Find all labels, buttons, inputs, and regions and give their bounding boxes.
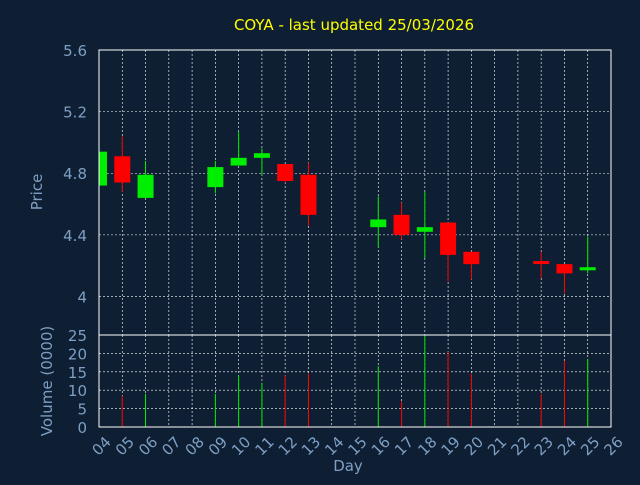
volume-y-tick-label: 20 [68,345,87,363]
candle-body [416,227,433,232]
candle-body [99,151,107,186]
candle-body [300,174,317,215]
candle [463,251,480,280]
candle [207,160,224,194]
volume-y-tick-label: 5 [77,401,87,419]
candle-body [579,267,596,271]
candle-body [253,153,270,158]
candle [556,264,573,294]
candle [579,236,596,274]
candle-body [556,264,573,274]
candle-body [207,167,224,188]
candle [416,191,433,258]
price-y-tick-label: 4.4 [63,227,87,245]
candle-body [277,164,294,181]
candle-body [230,157,247,166]
chart-title: COYA - last updated 25/03/2026 [234,16,474,34]
volume-y-tick-label: 25 [68,327,87,345]
candle [98,151,107,186]
price-axis-label: Price [28,174,46,211]
volume-y-tick-label: 10 [68,382,87,400]
candle-body [533,261,550,265]
candle-body [114,156,131,183]
candle [114,136,131,192]
volume-axis-label: Volume (0000) [38,326,56,436]
candle-body [463,251,480,265]
price-y-tick-label: 5.2 [63,104,87,122]
candle [253,148,270,175]
candle-body [370,219,387,228]
candle-body [137,174,154,198]
price-y-tick-label: 4 [77,288,87,306]
candle [370,196,387,248]
price-panel-frame [98,49,612,336]
x-tick-labels: 0405060708091011121314151617181920212223… [89,433,627,459]
candle [533,251,550,278]
price-y-tick-labels: 4 4.4 4.8 5.2 5.6 [63,42,87,306]
price-y-tick-label: 5.6 [63,42,87,60]
volume-y-tick-label: 0 [77,419,87,437]
x-tick-label: 26 [601,433,627,459]
volume-y-tick-label: 15 [68,364,87,382]
candle [300,162,317,226]
candle [393,202,410,240]
price-candles [98,131,596,294]
candle [277,164,294,183]
volume-panel-frame [98,334,612,428]
candle-body [440,222,457,255]
x-axis-label: Day [333,457,363,475]
price-y-tick-label: 4.8 [63,165,87,183]
candle [440,222,457,282]
candle [230,131,247,166]
candle-body [393,214,410,235]
volume-grid [98,334,612,428]
volume-bars [121,335,589,427]
candle [137,160,154,198]
price-grid [98,49,612,335]
